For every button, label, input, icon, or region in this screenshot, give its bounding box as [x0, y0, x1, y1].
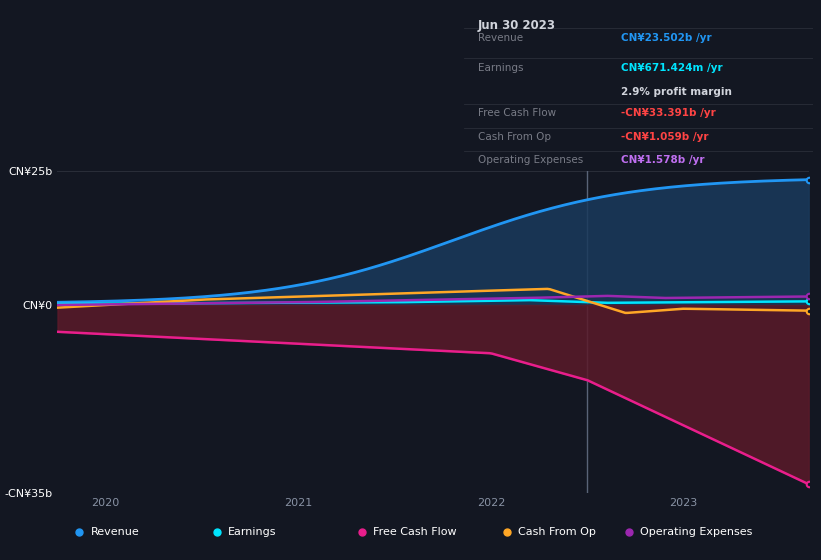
- Text: Earnings: Earnings: [228, 527, 277, 537]
- Text: CN¥671.424m /yr: CN¥671.424m /yr: [621, 63, 722, 73]
- Text: -CN¥33.391b /yr: -CN¥33.391b /yr: [621, 108, 716, 118]
- Text: Cash From Op: Cash From Op: [518, 527, 596, 537]
- Text: Cash From Op: Cash From Op: [478, 132, 551, 142]
- Text: Revenue: Revenue: [90, 527, 140, 537]
- Text: Free Cash Flow: Free Cash Flow: [478, 108, 556, 118]
- Text: Operating Expenses: Operating Expenses: [478, 155, 583, 165]
- Text: CN¥1.578b /yr: CN¥1.578b /yr: [621, 155, 704, 165]
- Text: Jun 30 2023: Jun 30 2023: [478, 19, 556, 32]
- Text: 2.9% profit margin: 2.9% profit margin: [621, 87, 732, 97]
- Text: Operating Expenses: Operating Expenses: [640, 527, 753, 537]
- Text: Revenue: Revenue: [478, 32, 523, 43]
- Text: CN¥23.502b /yr: CN¥23.502b /yr: [621, 32, 712, 43]
- Text: -CN¥1.059b /yr: -CN¥1.059b /yr: [621, 132, 709, 142]
- Text: Free Cash Flow: Free Cash Flow: [374, 527, 456, 537]
- Text: Earnings: Earnings: [478, 63, 523, 73]
